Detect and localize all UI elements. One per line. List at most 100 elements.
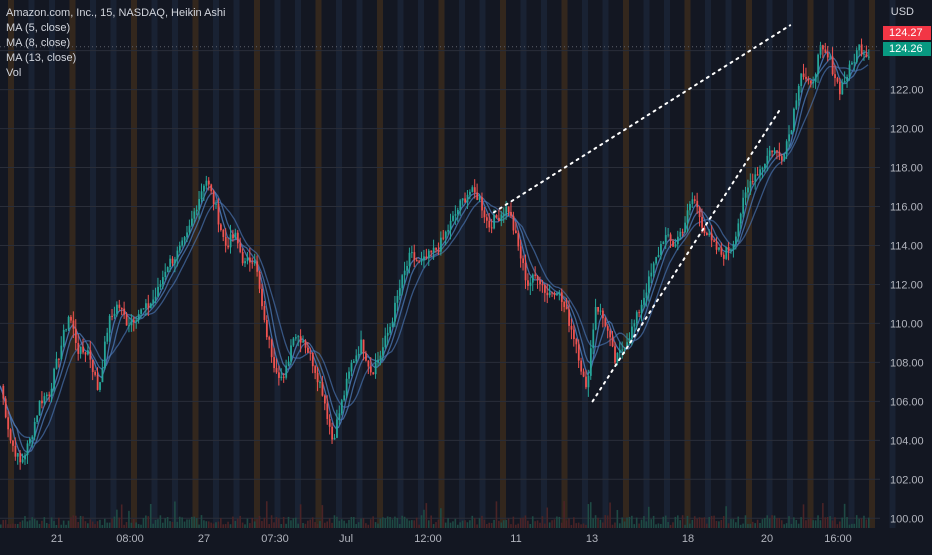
volume-bar xyxy=(244,524,246,528)
volume-bar xyxy=(795,520,798,528)
volume-bar xyxy=(863,515,865,528)
volume-bar xyxy=(120,504,123,528)
candle-body xyxy=(191,218,193,226)
volume-bar xyxy=(657,523,660,528)
candle-body xyxy=(735,236,737,244)
volume-bar xyxy=(132,518,135,528)
session-band xyxy=(684,0,691,528)
candle-body xyxy=(299,336,302,343)
candle-body xyxy=(551,292,554,294)
candle-body xyxy=(348,371,350,379)
candle-body xyxy=(171,258,174,264)
candle-body xyxy=(838,81,841,95)
volume-bar xyxy=(174,501,176,528)
volume-bar xyxy=(285,523,287,528)
volume-bar xyxy=(350,516,353,528)
candle-body xyxy=(853,62,856,64)
volume-bar xyxy=(14,523,17,528)
volume-bar xyxy=(493,519,495,528)
volume-bar xyxy=(660,523,662,528)
candle-body xyxy=(846,76,849,81)
volume-bar xyxy=(764,517,766,528)
volume-bar xyxy=(353,517,355,528)
volume-bar xyxy=(345,523,348,528)
volume-bar xyxy=(171,521,174,528)
candle-body xyxy=(476,192,479,200)
volume-bar xyxy=(689,523,691,528)
candle-body xyxy=(592,329,595,349)
trendlines xyxy=(492,24,792,403)
volume-bar xyxy=(635,517,638,528)
volume-bar xyxy=(294,517,297,528)
volume-bar xyxy=(785,523,788,528)
legend-ma13[interactable]: MA (13, close) xyxy=(6,52,77,64)
session-band xyxy=(336,0,342,528)
candle-body xyxy=(635,312,638,324)
candle-body xyxy=(766,155,769,164)
volume-bar xyxy=(79,515,82,528)
candle-body xyxy=(805,76,807,79)
candle-body xyxy=(602,310,604,319)
candle-body xyxy=(664,235,667,243)
volume-bar xyxy=(236,518,239,528)
candle-body xyxy=(442,237,445,239)
volume-bar xyxy=(698,517,701,528)
candle-body xyxy=(99,382,101,390)
candle-body xyxy=(106,332,109,342)
volume-bar xyxy=(539,522,541,528)
symbol-title[interactable]: Amazon.com, Inc., 15, NASDAQ, Heikin Ash… xyxy=(6,7,226,19)
candle-body xyxy=(868,56,870,58)
candle-body xyxy=(473,187,476,193)
volume-bar xyxy=(58,517,60,528)
candle-body xyxy=(249,257,251,263)
candle-body xyxy=(169,258,172,268)
legend-ma8[interactable]: MA (8, close) xyxy=(6,37,71,49)
candle-body xyxy=(640,304,643,313)
volume-bar xyxy=(411,520,413,528)
candle-body xyxy=(331,426,334,440)
candle-body xyxy=(672,241,674,247)
legend-volume[interactable]: Vol xyxy=(6,67,22,79)
last-price-tag: 124.27 xyxy=(883,26,931,41)
candle-body xyxy=(522,258,525,264)
candle-body xyxy=(120,307,123,309)
candle-body xyxy=(447,229,450,232)
volume-bar xyxy=(377,523,379,528)
candle-body xyxy=(398,288,401,296)
candle-body xyxy=(292,338,295,346)
session-band xyxy=(315,0,322,528)
currency-label[interactable]: USD xyxy=(890,6,914,18)
candle-body xyxy=(147,303,150,309)
trendline-0 xyxy=(591,108,782,403)
candle-body xyxy=(142,308,145,310)
candle-body xyxy=(568,309,570,326)
candle-body xyxy=(645,292,648,298)
candle-body xyxy=(783,154,786,161)
volume-bar xyxy=(790,523,793,528)
candle-body xyxy=(319,382,321,384)
session-band xyxy=(192,0,199,528)
volume-bar xyxy=(527,520,529,528)
candle-body xyxy=(425,256,428,259)
volume-bar xyxy=(357,522,360,528)
candle-body xyxy=(55,358,58,369)
volume-bar xyxy=(565,520,568,528)
candle-body xyxy=(108,315,111,333)
legend-ma5[interactable]: MA (5, close) xyxy=(6,22,71,34)
volume-bar xyxy=(45,522,48,528)
volume-bar xyxy=(461,520,464,528)
volume-bar xyxy=(616,509,619,528)
candle-body xyxy=(113,313,116,316)
candle-body xyxy=(780,156,783,161)
session-band xyxy=(110,0,117,528)
volume-bar xyxy=(413,520,416,528)
candle-body xyxy=(720,247,723,255)
volume-bar xyxy=(336,516,338,528)
volume-bar xyxy=(834,517,836,528)
volume-bar xyxy=(563,501,565,528)
volume-bar xyxy=(130,522,133,528)
session-band xyxy=(602,0,609,528)
volume-bar xyxy=(512,516,515,528)
